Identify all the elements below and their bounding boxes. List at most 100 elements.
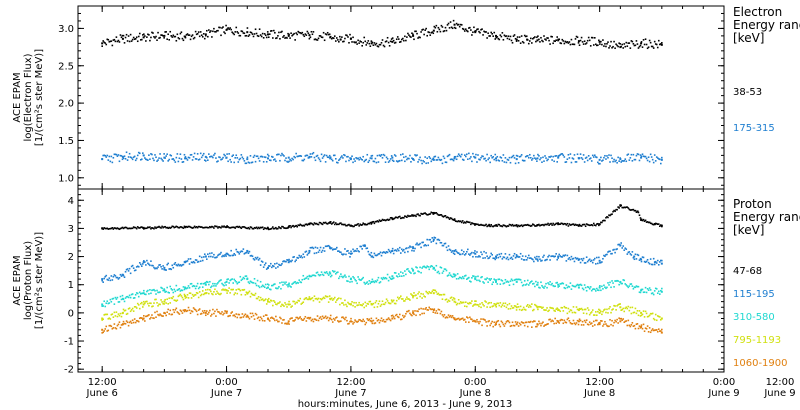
data-point [225,24,227,27]
data-point [300,303,303,305]
data-point [343,153,345,156]
data-point [531,42,533,44]
data-point [198,286,201,289]
data-point [401,159,403,162]
y-tick-label: 1.5 [58,136,74,147]
data-point [155,35,157,38]
data-point [532,258,534,261]
data-point [381,320,384,322]
data-point [301,302,304,304]
data-point [625,206,628,208]
data-point [361,248,363,250]
data-point [186,294,189,296]
data-point [396,160,399,163]
data-point [505,35,508,37]
data-point [163,300,166,303]
data-point [442,155,445,158]
data-point [640,155,643,158]
data-point [652,47,655,49]
data-point [621,282,624,285]
data-point [246,277,249,280]
data-point [405,298,407,301]
data-point [370,155,373,157]
data-point [241,313,244,315]
data-point [137,295,140,298]
data-point [211,252,213,254]
data-point [250,281,253,283]
data-point [221,255,223,258]
data-point [286,323,288,325]
data-point [401,318,403,321]
data-point [600,310,602,313]
data-point [379,319,382,322]
data-point [220,251,222,254]
data-point [117,313,120,315]
data-point [163,288,165,290]
data-point [171,36,174,38]
data-point [629,157,632,159]
data-point [291,305,293,307]
data-point [598,256,600,259]
data-point [412,296,414,299]
data-point [568,310,571,313]
data-point [147,302,149,305]
data-point [311,153,314,155]
data-point [155,316,157,319]
data-point [570,38,573,41]
data-point [114,227,117,229]
data-point [651,263,654,266]
data-point [188,309,191,312]
data-point [542,256,544,258]
data-point [475,275,477,278]
data-point [367,40,370,42]
data-point [304,155,307,157]
data-point [637,47,640,49]
data-point [222,226,224,228]
data-point [583,262,586,264]
data-point [481,224,483,226]
data-point [268,159,271,162]
data-point [239,275,242,278]
data-point [451,27,454,30]
data-point [202,311,205,314]
data-point [106,278,109,281]
data-point [651,223,654,226]
data-point [496,320,499,323]
data-point [460,302,463,304]
data-point [198,35,201,38]
data-point [478,322,480,325]
data-point [651,312,654,315]
data-point [247,252,250,255]
data-point [162,35,164,37]
data-point [257,295,260,298]
data-point [313,274,316,277]
data-point [608,47,610,49]
data-point [652,257,655,260]
data-point [166,226,168,229]
data-point [416,310,418,312]
data-point [367,303,370,305]
data-point [116,155,119,157]
data-point [547,255,549,258]
data-point [227,290,229,292]
data-point [522,284,525,286]
data-point [375,161,378,164]
data-point [334,301,337,303]
data-point [316,154,319,157]
data-point [230,278,232,281]
data-point [519,323,522,326]
data-point [204,283,207,286]
data-point [106,227,109,230]
data-point [613,248,615,251]
data-point [372,319,375,322]
data-point [524,224,527,226]
data-point [609,281,611,284]
data-point [128,267,131,270]
data-point [646,47,649,50]
data-point [411,249,413,252]
data-point [446,155,449,158]
data-point [607,325,609,328]
data-point [197,309,200,311]
data-point [251,161,254,164]
data-point [345,34,347,36]
